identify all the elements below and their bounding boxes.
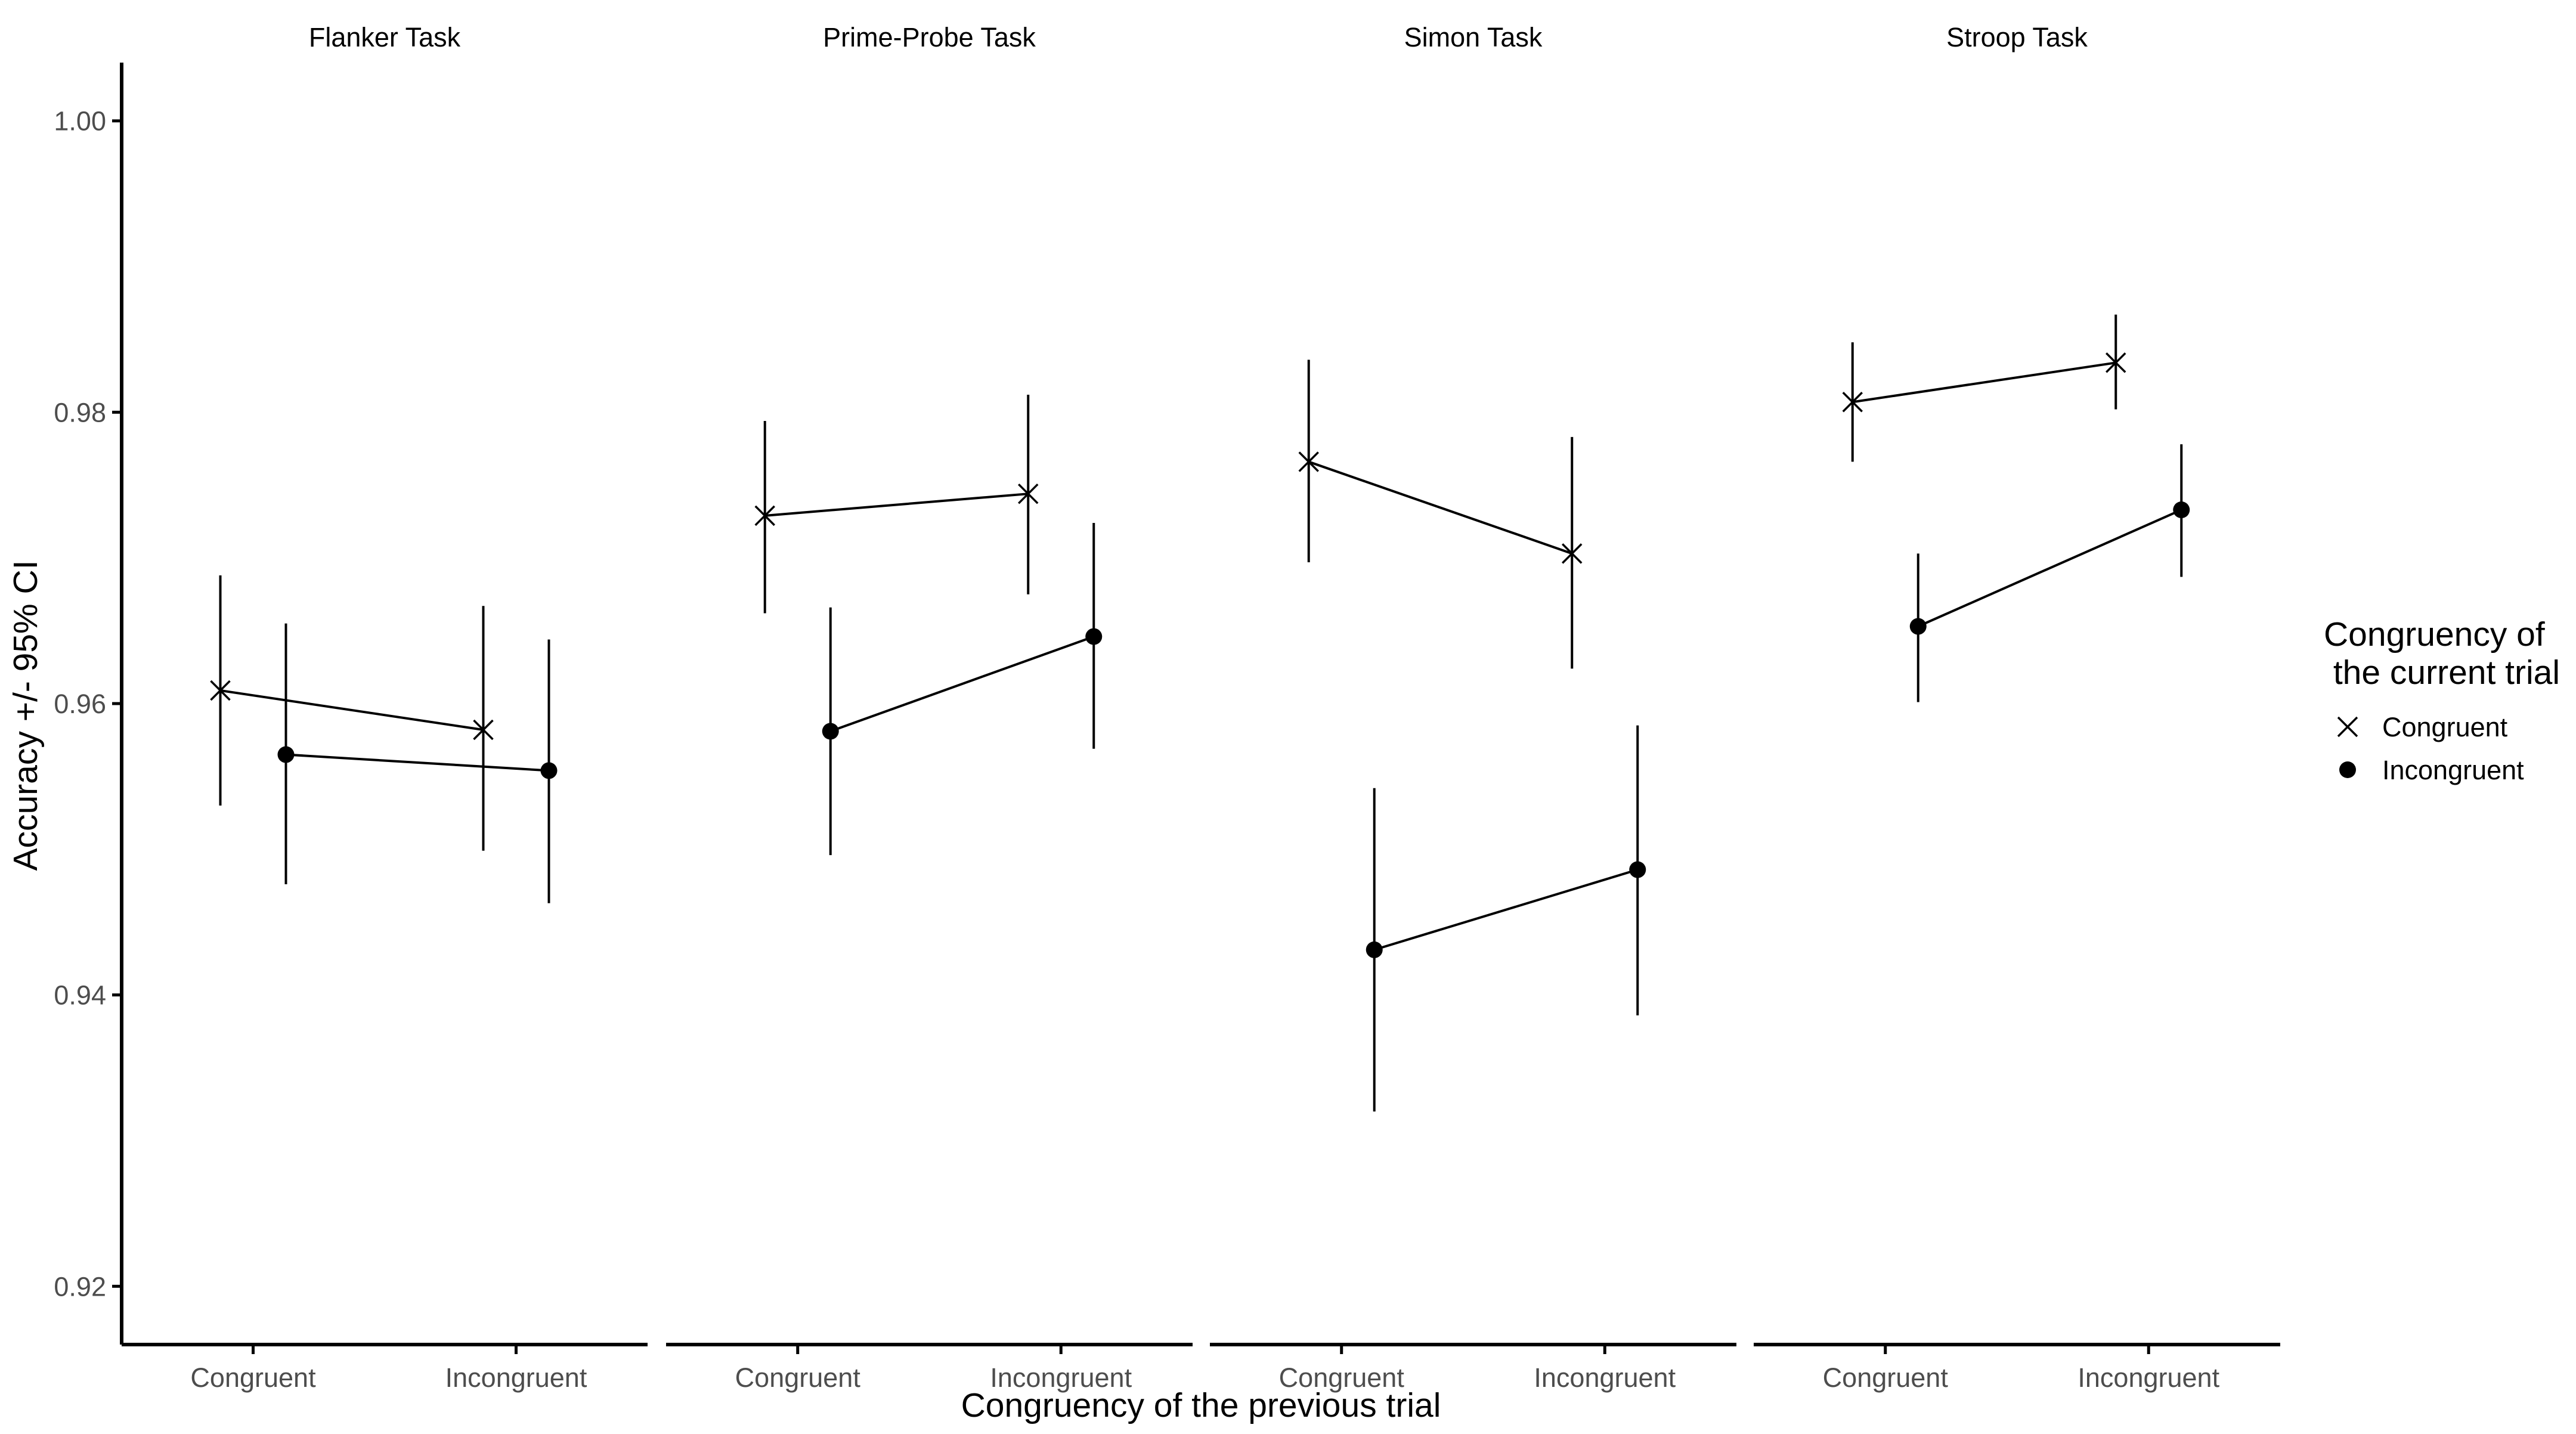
point-incongruent-stroop-task-congruent [1909,618,1927,635]
legend-title-line-2: the current trial [2324,653,2560,692]
y-tick-label-3: 0.98 [54,397,106,428]
point-congruent-prime-probe-task-incongruent [1018,483,1039,504]
point-congruent-flanker-task-congruent [210,680,231,701]
point-incongruent-prime-probe-task-congruent [822,723,839,740]
point-congruent-flanker-task-incongruent [473,719,494,741]
series-line-incongruent-prime-probe-task [830,635,1094,733]
series-line-incongruent-simon-task [1374,868,1638,951]
y-tick-label-2: 0.96 [54,689,106,719]
x-tick-label-flanker-task-congruent: Congruent [190,1362,316,1393]
point-incongruent-simon-task-congruent [1366,941,1383,958]
x-tick-label-simon-task-congruent: Congruent [1279,1362,1405,1393]
x-tick-label-simon-task-incongruent: Incongruent [1534,1362,1676,1393]
point-congruent-simon-task-congruent [1298,451,1319,472]
series-line-congruent-stroop-task [1852,361,2116,404]
x-axis-title: Congruency of the previous trial [961,1386,1441,1424]
series-line-incongruent-stroop-task [1917,509,2182,628]
point-incongruent-simon-task-incongruent [1629,861,1646,878]
legend-key-incongruent [2339,761,2356,778]
series-line-incongruent-flanker-task [286,753,549,772]
facet-title-simon-task: Simon Task [1404,22,1543,52]
legend-label-congruent: Congruent [2382,712,2508,742]
point-congruent-stroop-task-incongruent [2106,352,2126,373]
y-axis-title: Accuracy +/- 95% CI [7,560,45,871]
facet-title-stroop-task: Stroop Task [1946,22,2088,52]
series-line-congruent-flanker-task [220,689,484,731]
facet-title-flanker-task: Flanker Task [309,22,461,52]
x-tick-label-stroop-task-incongruent: Incongruent [2077,1362,2219,1393]
point-incongruent-prime-probe-task-incongruent [1085,628,1103,645]
point-incongruent-flanker-task-congruent [277,746,295,763]
point-incongruent-stroop-task-incongruent [2173,501,2190,519]
legend-label-incongruent: Incongruent [2382,755,2524,785]
x-tick-label-prime-probe-task-congruent: Congruent [735,1362,861,1393]
x-tick-label-flanker-task-incongruent: Incongruent [445,1362,587,1393]
x-tick-label-stroop-task-congruent: Congruent [1823,1362,1949,1393]
point-congruent-simon-task-incongruent [1562,543,1583,564]
facet-title-prime-probe-task: Prime-Probe Task [823,22,1036,52]
point-congruent-prime-probe-task-congruent [754,505,775,526]
x-tick-label-prime-probe-task-incongruent: Incongruent [990,1362,1132,1393]
series-line-congruent-simon-task [1308,460,1572,555]
legend-key-congruent [2337,716,2358,738]
y-tick-label-0: 0.92 [54,1271,106,1302]
y-tick-label-1: 0.94 [54,980,106,1011]
legend-title-line-1: Congruency of [2324,615,2545,653]
y-tick-label-4: 1.00 [54,106,106,137]
point-congruent-stroop-task-congruent [1842,392,1863,413]
series-line-congruent-prime-probe-task [764,493,1029,517]
point-incongruent-flanker-task-incongruent [540,762,558,779]
